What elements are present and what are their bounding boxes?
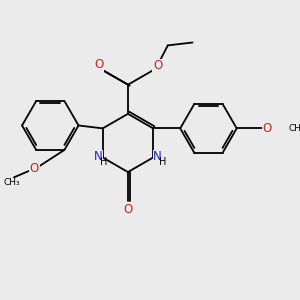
Text: CH₃: CH₃ — [4, 178, 21, 187]
Text: H: H — [100, 157, 107, 167]
Text: O: O — [30, 162, 39, 175]
Text: O: O — [153, 59, 162, 72]
Text: N: N — [153, 150, 162, 163]
Text: H: H — [159, 157, 167, 167]
Text: O: O — [123, 202, 133, 216]
Text: O: O — [263, 122, 272, 135]
Text: N: N — [94, 150, 103, 163]
Text: O: O — [94, 58, 104, 71]
Text: CH₃: CH₃ — [288, 124, 300, 133]
